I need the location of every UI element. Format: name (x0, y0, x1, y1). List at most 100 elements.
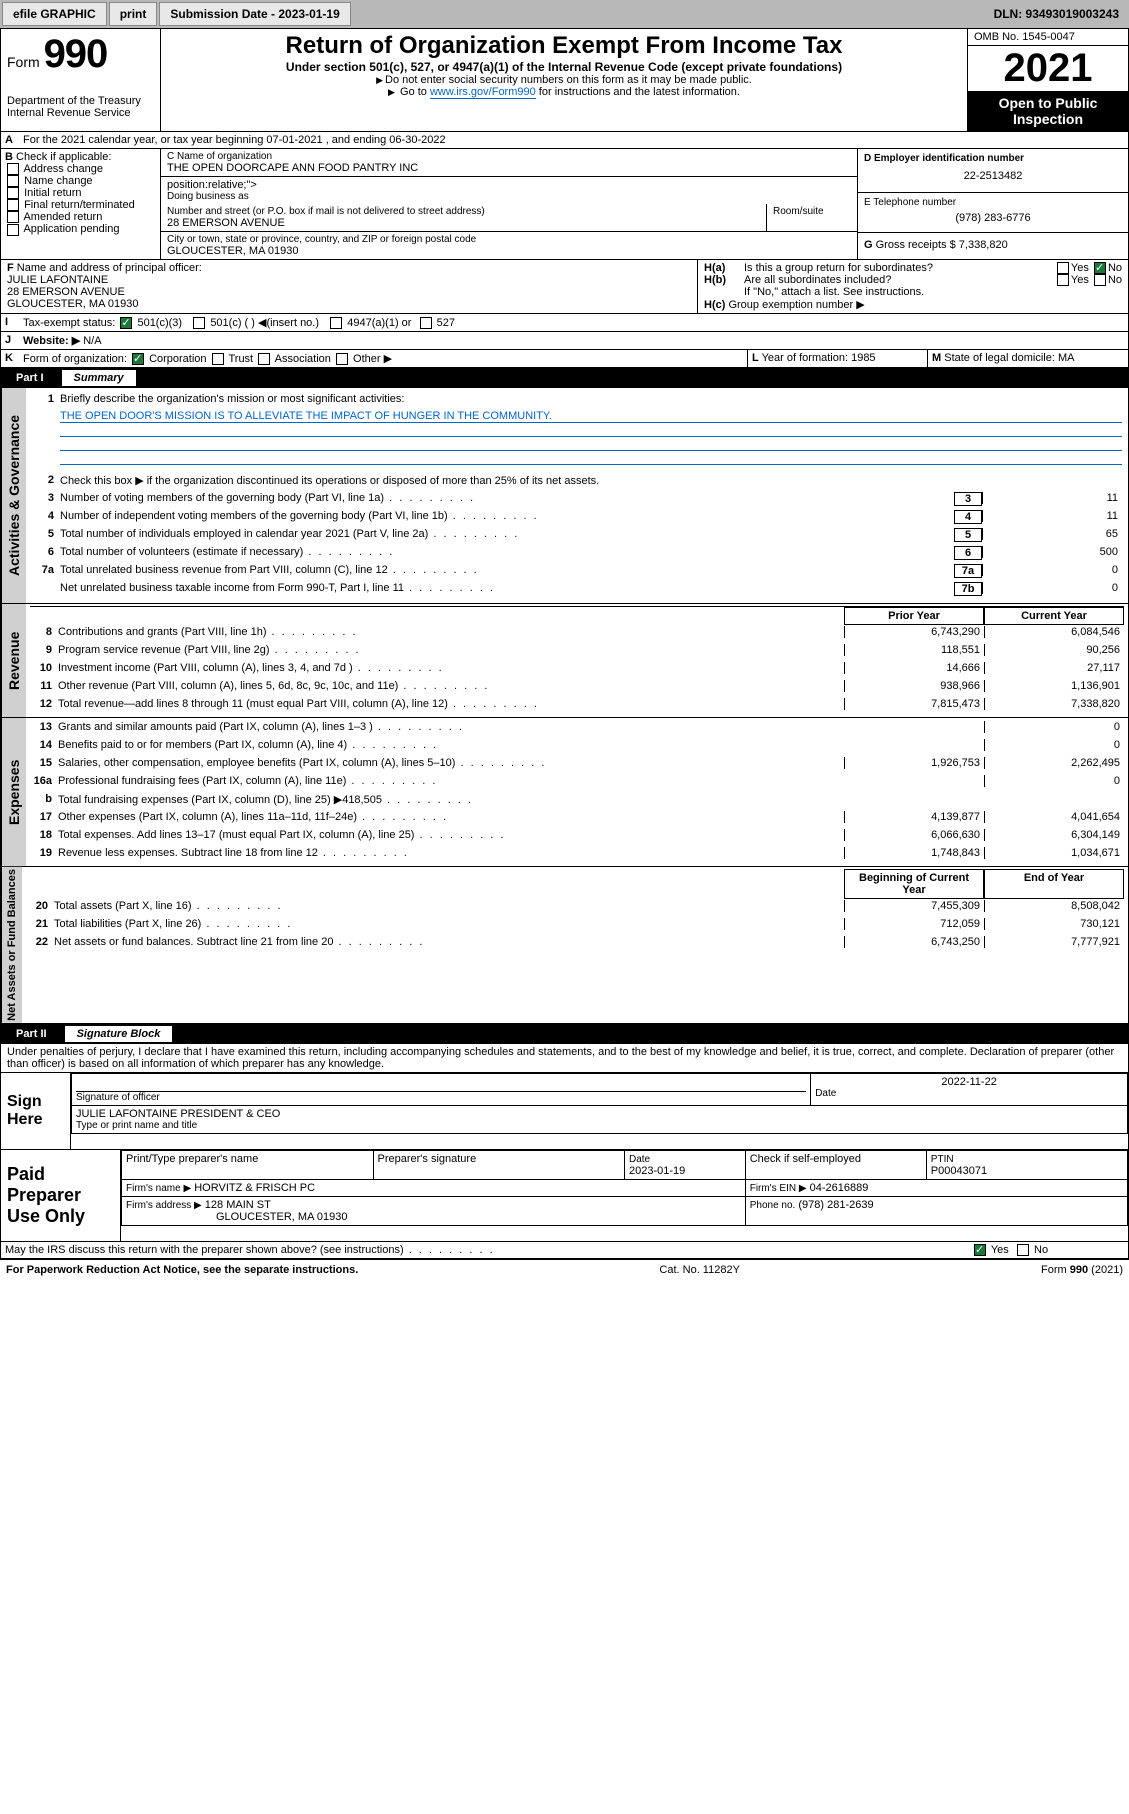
top-bar: efile GRAPHIC print Submission Date - 20… (0, 0, 1129, 28)
ha-yes: Yes (1071, 262, 1089, 274)
cat-no: Cat. No. 11282Y (659, 1264, 740, 1276)
firm-address-label: Firm's address ▶ (126, 1200, 202, 1211)
state-domicile: MA (1058, 352, 1075, 364)
footer: For Paperwork Reduction Act Notice, see … (0, 1259, 1129, 1280)
tax-year: 2021 (968, 46, 1128, 91)
summary-line: 6Total number of volunteers (estimate if… (32, 545, 1122, 563)
omb-label: OMB No. 1545-0047 (968, 29, 1128, 46)
opt-501c: 501(c) ( ) ◀(insert no.) (210, 317, 319, 329)
summary-line: 3Number of voting members of the governi… (32, 491, 1122, 509)
summary-line: 11Other revenue (Part VIII, column (A), … (30, 679, 1124, 697)
opt-association: Association (275, 353, 331, 365)
check-initial-return[interactable] (7, 187, 19, 199)
opt-corporation: Corporation (149, 353, 206, 365)
summary-line: 4Number of independent voting members of… (32, 509, 1122, 527)
may-irs-no: No (1034, 1244, 1048, 1256)
check-amended-return[interactable] (7, 211, 19, 223)
street-value: 28 EMERSON AVENUE (167, 217, 760, 229)
hb-note: If "No," attach a list. See instructions… (704, 286, 1122, 298)
summary-line: 16aProfessional fundraising fees (Part I… (30, 774, 1124, 792)
check-527[interactable] (420, 317, 432, 329)
line-i-text: Tax-exempt status: (23, 317, 115, 329)
officer-name: JULIE LAFONTAINE (7, 274, 691, 286)
line-j-text: Website: ▶ (23, 335, 80, 347)
ptin-label: PTIN (931, 1154, 954, 1165)
hb-yes-check[interactable] (1057, 274, 1069, 286)
part-ii-header: Part II Signature Block (0, 1024, 1129, 1044)
phone-value: (978) 283-6776 (864, 208, 1122, 228)
side-net-assets: Net Assets or Fund Balances (1, 867, 22, 1023)
opt-final-return: Final return/terminated (24, 199, 135, 211)
line-k-text: Form of organization: (23, 353, 127, 365)
hb-no-check[interactable] (1094, 274, 1106, 286)
gross-receipts-label: Gross receipts $ (876, 239, 956, 251)
phone-label: E Telephone number (864, 197, 1122, 208)
line-2-text: Check this box ▶ if the organization dis… (60, 474, 1122, 487)
form-label: Form (7, 54, 40, 70)
prep-sig-label: Preparer's signature (373, 1151, 625, 1180)
check-other[interactable] (336, 353, 348, 365)
check-final-return[interactable] (7, 199, 19, 211)
summary-line: 13Grants and similar amounts paid (Part … (30, 720, 1124, 738)
check-address-change[interactable] (7, 163, 19, 175)
firm-phone-value: (978) 281-2639 (798, 1199, 873, 1211)
summary-line: 8Contributions and grants (Part VIII, li… (30, 625, 1124, 643)
may-irs-yes-check[interactable] (974, 1244, 986, 1256)
summary-line: 10Investment income (Part VIII, column (… (30, 661, 1124, 679)
form-footer: Form 990 (2021) (1041, 1264, 1123, 1276)
street-label: Number and street (or P.O. box if mail i… (167, 206, 760, 217)
city-label: City or town, state or province, country… (167, 234, 851, 245)
line-m-text: State of legal domicile: (944, 352, 1055, 364)
org-name: THE OPEN DOORCAPE ANN FOOD PANTRY INC (167, 162, 851, 174)
summary-line: 21Total liabilities (Part X, line 26)712… (26, 917, 1124, 935)
check-trust[interactable] (212, 353, 224, 365)
form-title: Return of Organization Exempt From Incom… (167, 32, 961, 60)
summary-line: 9Program service revenue (Part VIII, lin… (30, 643, 1124, 661)
form-number: 990 (44, 32, 108, 76)
ha-no: No (1108, 262, 1122, 274)
part-i-label: Part I (8, 370, 52, 386)
summary-line: 14Benefits paid to or for members (Part … (30, 738, 1124, 756)
opt-527: 527 (437, 317, 455, 329)
sig-date-label: Date (815, 1088, 1123, 1099)
perjury-declaration: Under penalties of perjury, I declare th… (0, 1044, 1129, 1073)
summary-line: 20Total assets (Part X, line 16)7,455,30… (26, 899, 1124, 917)
paid-preparer-label: Paid Preparer Use Only (1, 1150, 121, 1241)
check-501c[interactable] (193, 317, 205, 329)
opt-address-change: Address change (23, 163, 103, 175)
hc-label: H(c) (704, 299, 725, 311)
form-header: Form 990 Department of the Treasury Inte… (0, 28, 1129, 132)
may-irs-no-check[interactable] (1017, 1244, 1029, 1256)
line-j-label: J (1, 332, 19, 349)
summary-line: bTotal fundraising expenses (Part IX, co… (30, 792, 1124, 810)
sig-officer-label: Signature of officer (76, 1092, 806, 1103)
check-association[interactable] (258, 353, 270, 365)
open-public-label: Open to Public Inspection (968, 91, 1128, 131)
ha-no-check[interactable] (1094, 262, 1106, 274)
line-l-text: Year of formation: (762, 352, 848, 364)
efile-graphic-button[interactable]: efile GRAPHIC (2, 2, 107, 26)
firm-name-label: Firm's name ▶ (126, 1183, 191, 1194)
print-button[interactable]: print (109, 2, 158, 26)
part-i-header: Part I Summary (0, 368, 1129, 388)
summary-line: 17Other expenses (Part IX, column (A), l… (30, 810, 1124, 828)
firm-address-2: GLOUCESTER, MA 01930 (216, 1211, 347, 1223)
check-corporation[interactable] (132, 353, 144, 365)
check-name-change[interactable] (7, 175, 19, 187)
gross-receipts-value: 7,338,820 (959, 239, 1008, 251)
part-ii-label: Part II (8, 1026, 55, 1042)
part-ii-title: Signature Block (65, 1026, 173, 1042)
officer-name-title: JULIE LAFONTAINE PRESIDENT & CEO (76, 1108, 1123, 1120)
officer-street: 28 EMERSON AVENUE (7, 286, 691, 298)
part-i-title: Summary (62, 370, 136, 386)
check-application-pending[interactable] (7, 224, 19, 236)
check-501c3[interactable] (120, 317, 132, 329)
opt-501c3: 501(c)(3) (137, 317, 182, 329)
form990-link[interactable]: www.irs.gov/Form990 (430, 86, 536, 99)
line-m-label: M (932, 352, 941, 364)
sign-here-label: Sign Here (1, 1073, 71, 1149)
ha-yes-check[interactable] (1057, 262, 1069, 274)
check-4947[interactable] (330, 317, 342, 329)
may-irs-yes: Yes (991, 1244, 1009, 1256)
opt-4947: 4947(a)(1) or (347, 317, 411, 329)
